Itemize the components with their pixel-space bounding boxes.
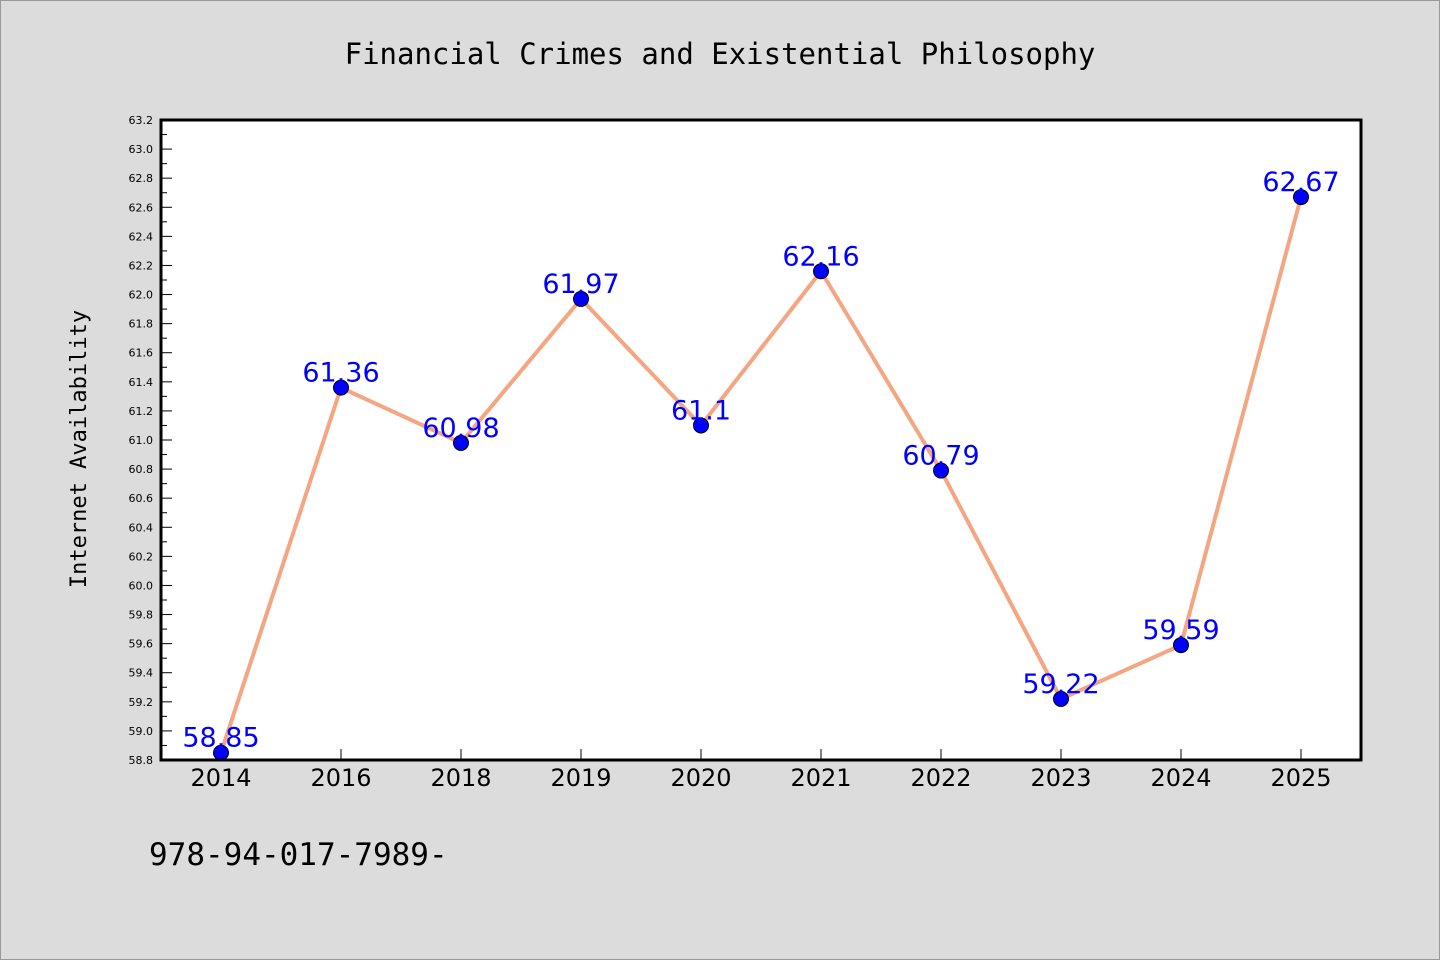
y-tick-label: 60.8 xyxy=(129,463,154,476)
data-point-2016 xyxy=(333,379,349,396)
y-tick-label: 62.8 xyxy=(129,172,154,185)
data-point-2024 xyxy=(1173,637,1189,654)
chart-title: Financial Crimes and Existential Philoso… xyxy=(345,37,1096,71)
data-point-2020 xyxy=(693,417,709,434)
y-tick-label: 60.0 xyxy=(129,579,154,592)
footnote: 978-94-017-7989- xyxy=(149,837,448,873)
series-layer: 58.85 61.36 60.98 61.97 61.1 62.16 60.79 59.22 5… xyxy=(182,167,1340,761)
y-tick-label: 60.4 xyxy=(129,521,154,534)
data-point-2019 xyxy=(573,290,589,307)
data-label-2018: 60.98 xyxy=(422,413,499,444)
x-tick-label: 2019 xyxy=(550,764,611,792)
data-point-2018 xyxy=(453,434,469,451)
y-tick-label: 62.2 xyxy=(129,259,154,272)
data-label-2025: 62.67 xyxy=(1262,167,1339,198)
y-tick-label: 60.2 xyxy=(129,550,154,563)
data-point-2022 xyxy=(933,462,949,479)
y-tick-label: 59.8 xyxy=(129,609,154,622)
y-tick-label: 61.8 xyxy=(129,318,154,331)
x-tick-label: 2023 xyxy=(1030,764,1091,792)
y-tick-label: 62.0 xyxy=(129,289,154,302)
data-label-2016: 61.36 xyxy=(302,358,379,389)
y-tick-label: 59.6 xyxy=(129,638,154,651)
y-axis-label: Internet Availability xyxy=(67,310,92,588)
data-point-2023 xyxy=(1053,690,1069,707)
data-label-2019: 61.97 xyxy=(542,269,619,300)
y-tick-label: 59.4 xyxy=(129,667,154,680)
plot-area xyxy=(161,120,1361,760)
y-tick-label: 59.2 xyxy=(129,696,154,709)
y-tick-label: 58.8 xyxy=(129,754,154,767)
y-tick-label: 62.4 xyxy=(129,230,154,243)
x-tick-label: 2024 xyxy=(1150,764,1211,792)
x-tick-label: 2018 xyxy=(430,764,491,792)
x-tick-label: 2014 xyxy=(190,764,251,792)
y-axis: 58.8 59.0 59.2 59.4 59.6 59.8 60.0 60.2 60.4 60.6… xyxy=(129,114,172,767)
y-tick-label: 61.4 xyxy=(129,376,154,389)
y-tick-label: 61.6 xyxy=(129,347,154,360)
y-tick-label: 62.6 xyxy=(129,201,154,214)
data-label-2021: 62.16 xyxy=(782,241,859,272)
series-line xyxy=(219,196,1303,754)
data-label-2014: 58.85 xyxy=(182,723,259,754)
x-tick-label: 2022 xyxy=(910,764,971,792)
y-tick-label: 61.2 xyxy=(129,405,154,418)
data-label-2020: 61.1 xyxy=(671,395,731,426)
x-tick-label: 2021 xyxy=(790,764,851,792)
y-tick-label: 61.0 xyxy=(129,434,154,447)
y-tick-label: 63.0 xyxy=(129,143,154,156)
x-tick-label: 2020 xyxy=(670,764,731,792)
x-tick-label: 2025 xyxy=(1270,764,1331,792)
data-point-2021 xyxy=(813,263,829,280)
x-tick-label: 2016 xyxy=(310,764,371,792)
y-tick-label: 63.2 xyxy=(129,114,154,127)
data-label-2023: 59.22 xyxy=(1022,669,1099,700)
x-axis: 2014 2016 2018 2019 2020 2021 2022 2023 2024 2025 xyxy=(190,749,1332,792)
y-tick-label: 60.6 xyxy=(129,492,154,505)
data-label-2022: 60.79 xyxy=(902,441,979,472)
y-tick-label: 59.0 xyxy=(129,725,154,738)
data-label-2024: 59.59 xyxy=(1142,615,1219,646)
plot-frame xyxy=(159,118,1363,762)
data-point-2025 xyxy=(1293,189,1309,206)
